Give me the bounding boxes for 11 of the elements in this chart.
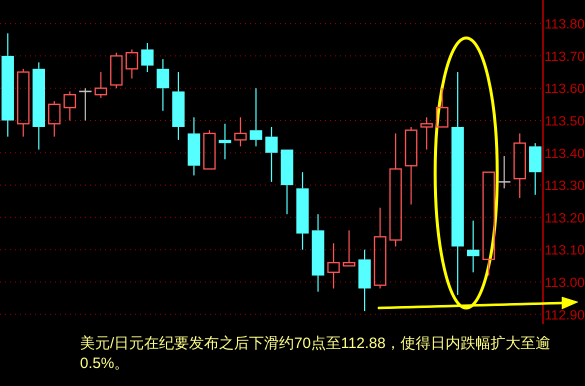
y-tick-label: 113.20 [544,210,585,226]
y-tick-label: 113.10 [544,242,585,258]
y-tick-label: 113.50 [544,114,585,129]
y-tick-label: 113.00 [544,275,585,290]
y-tick-label: 113.40 [544,146,585,161]
y-tick-label: 112.90 [544,307,585,322]
y-tick-label: 113.80 [544,16,585,32]
y-tick-label: 113.70 [544,48,585,64]
y-tick-label: 113.30 [544,178,585,194]
y-tick-label: 113.60 [544,81,585,96]
text: 美元/日元在纪要发布之后下滑约70点至112.88，使得日内跌幅扩大至逾0.5%。 [80,334,552,374]
